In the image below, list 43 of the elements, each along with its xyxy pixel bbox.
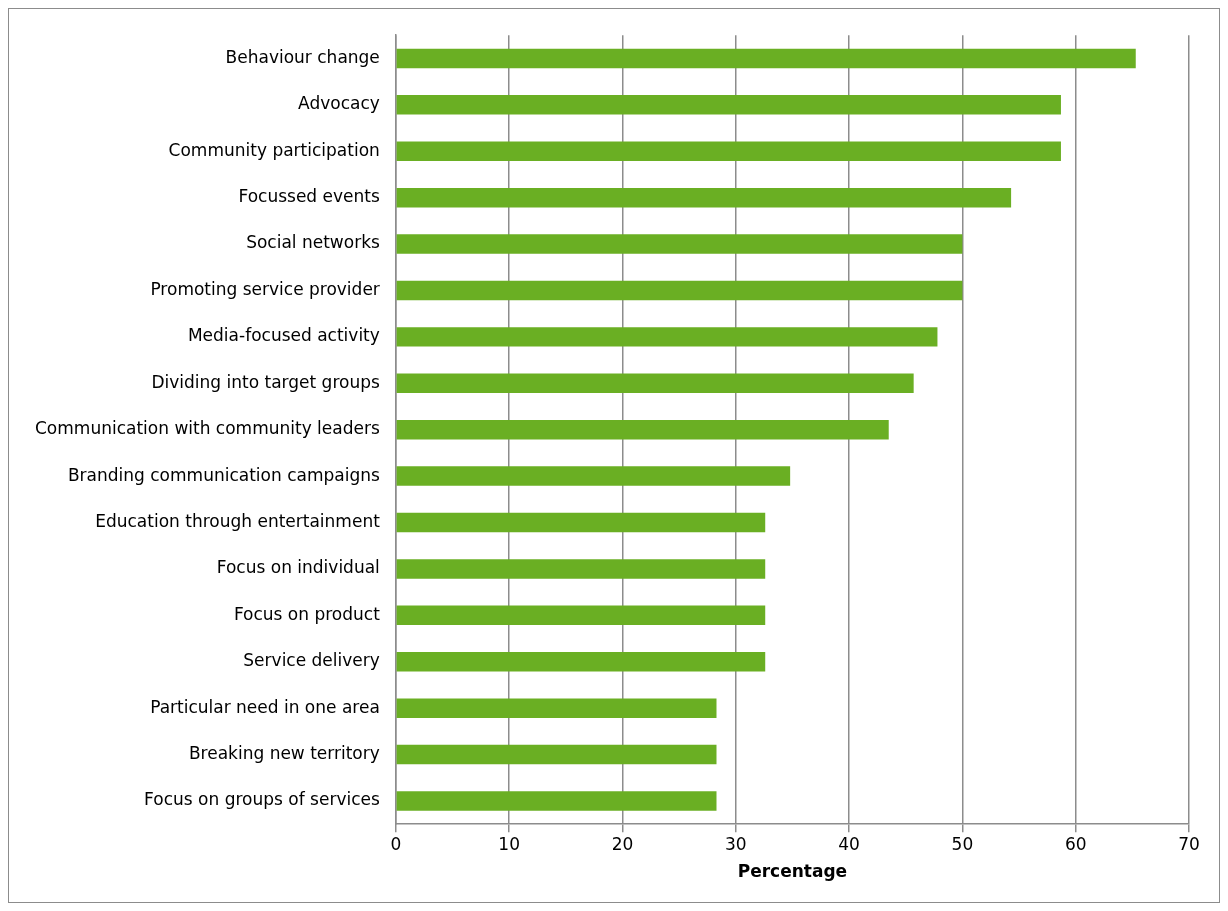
bar <box>396 512 766 533</box>
y-tick-label: Behaviour change <box>225 46 380 67</box>
y-tick-label: Media-focused activity <box>187 325 380 346</box>
y-tick-label: Communication with community leaders <box>34 418 380 439</box>
y-tick-label: Breaking new territory <box>188 743 380 763</box>
bar <box>396 234 963 254</box>
y-tick-label: Branding communication campaigns <box>67 464 380 485</box>
x-tick-label: 70 <box>1178 833 1200 854</box>
y-tick-label: Education through entertainment <box>95 510 381 531</box>
bar <box>396 652 766 672</box>
y-tick-label: Service delivery <box>243 650 380 671</box>
x-tick-label: 30 <box>724 833 747 854</box>
bar <box>396 187 1012 208</box>
bar <box>396 698 717 718</box>
x-tick-label: 40 <box>838 833 860 854</box>
bar <box>396 466 791 486</box>
y-tick-label: Focus on individual <box>216 557 380 578</box>
bar <box>396 605 766 626</box>
y-tick-label: Particular need in one area <box>150 696 380 717</box>
y-tick-label: Community participation <box>168 139 380 160</box>
y-tick-label: Social networks <box>246 232 380 253</box>
bar <box>396 559 766 579</box>
x-tick-label: 0 <box>390 833 402 854</box>
bar <box>396 95 1061 115</box>
y-tick-label: Advocacy <box>298 93 380 114</box>
bar <box>396 48 1136 69</box>
y-tick-label: Focus on groups of services <box>144 789 380 810</box>
x-tick-label: 10 <box>498 833 520 854</box>
x-tick-label: 60 <box>1064 833 1087 854</box>
y-tick-label: Promoting service provider <box>150 278 380 299</box>
bar <box>396 327 938 347</box>
bar <box>396 141 1061 161</box>
bar <box>396 280 963 301</box>
bar <box>396 373 914 394</box>
x-axis-title: Percentage <box>737 861 848 882</box>
bar <box>396 744 717 765</box>
y-tick-label: Focus on product <box>233 603 381 624</box>
x-tick-label: 50 <box>951 833 974 854</box>
bar <box>396 419 889 440</box>
x-tick-label: 20 <box>611 833 634 854</box>
y-tick-label: Dividing into target groups <box>151 371 380 392</box>
y-tick-label: Focussed events <box>238 186 380 207</box>
bar <box>396 791 717 811</box>
